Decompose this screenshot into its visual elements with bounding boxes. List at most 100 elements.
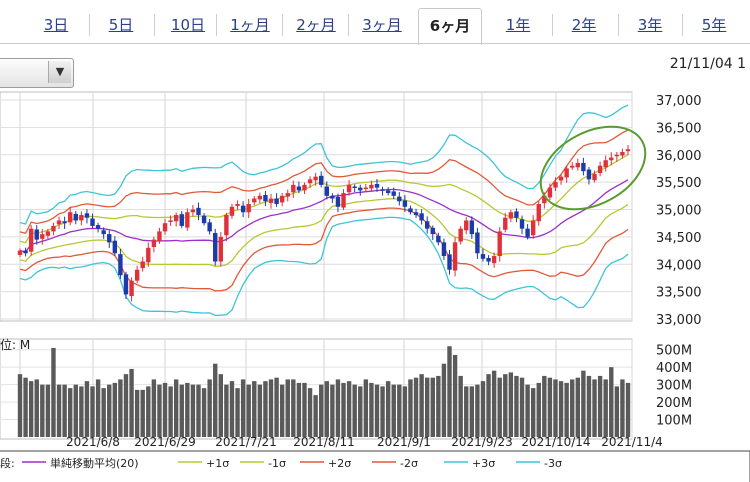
volume-bar xyxy=(620,379,625,437)
tab-separator xyxy=(89,14,90,36)
tab-separator xyxy=(154,14,155,36)
price-tick-label: 33,500 xyxy=(656,286,702,301)
volume-bar xyxy=(62,384,67,437)
candle-body xyxy=(73,213,78,221)
volume-bar xyxy=(558,381,564,437)
candle-body xyxy=(279,195,285,203)
price-tick-label: 36,000 xyxy=(656,149,702,164)
tab-3[interactable]: 10日 xyxy=(170,16,206,34)
volume-bar xyxy=(291,379,296,437)
candle-body xyxy=(519,219,525,229)
tab-separator xyxy=(682,14,683,36)
candle-body xyxy=(486,257,491,262)
tab-2[interactable]: 5日 xyxy=(108,16,134,34)
candle-body xyxy=(570,165,575,168)
volume-bar xyxy=(491,370,497,437)
candle-body xyxy=(23,250,28,254)
legend-prefix: 段: xyxy=(0,456,15,470)
tab-11[interactable]: 5年 xyxy=(701,16,727,34)
candle-body xyxy=(491,256,497,264)
candle-body xyxy=(34,229,39,240)
candle-body xyxy=(480,254,486,259)
candle-body xyxy=(146,247,151,263)
candle-body xyxy=(324,186,329,196)
volume-bar xyxy=(475,384,480,437)
volume-bar xyxy=(151,379,157,437)
candle-body xyxy=(118,254,123,276)
volume-bar xyxy=(324,381,329,437)
volume-bar xyxy=(369,382,374,437)
candle-body xyxy=(603,160,608,168)
volume-bar xyxy=(542,375,547,437)
candle-body xyxy=(224,214,229,236)
volume-bar xyxy=(597,375,603,437)
candle-body xyxy=(564,168,569,178)
volume-bar xyxy=(385,381,391,437)
tab-7[interactable]: 6ヶ月 xyxy=(418,8,482,45)
candle-body xyxy=(503,217,508,230)
candle-body xyxy=(45,231,51,236)
tab-9[interactable]: 2年 xyxy=(571,16,597,34)
tab-separator xyxy=(216,14,217,36)
tab-10[interactable]: 3年 xyxy=(637,16,663,34)
candle-body xyxy=(123,274,129,295)
candle-body xyxy=(369,184,374,189)
candle-body xyxy=(179,214,184,226)
tab-6[interactable]: 3ヶ月 xyxy=(362,16,402,34)
volume-tick-label: 100M xyxy=(656,414,692,429)
volume-bar xyxy=(330,384,335,437)
volume-bar xyxy=(553,379,558,437)
candle-body xyxy=(581,162,586,172)
candle-body xyxy=(79,214,84,221)
candle-body xyxy=(620,152,625,156)
volume-bar xyxy=(229,381,235,437)
volume-bar xyxy=(168,386,173,437)
chart-datestamp: 21/11/04 1 xyxy=(669,56,746,72)
volume-bar xyxy=(374,384,380,437)
volume-bar xyxy=(101,388,106,437)
candle-body xyxy=(28,228,34,252)
x-axis-date-label: 2021/11/4 xyxy=(601,435,663,449)
candle-body xyxy=(40,234,45,239)
candle-body xyxy=(274,198,279,205)
volume-bar xyxy=(464,386,469,437)
candle-body xyxy=(346,184,352,193)
volume-bar xyxy=(213,363,218,437)
price-tick-label: 34,500 xyxy=(656,231,702,246)
volume-bar xyxy=(146,386,151,437)
candle-body xyxy=(229,206,235,216)
volume-bar xyxy=(23,377,28,437)
volume-bar xyxy=(469,386,475,437)
price-tick-label: 35,000 xyxy=(656,204,702,219)
candle-body xyxy=(525,228,530,237)
candle-body xyxy=(614,154,620,157)
candle-body xyxy=(335,196,341,207)
volume-bar xyxy=(603,379,608,437)
tab-1[interactable]: 3日 xyxy=(43,16,69,34)
candle-body xyxy=(575,162,580,168)
candle-body xyxy=(207,222,212,232)
candle-body xyxy=(542,195,547,204)
volume-bar xyxy=(413,377,419,437)
tab-8[interactable]: 1年 xyxy=(505,16,531,34)
candle-body xyxy=(497,231,502,257)
x-axis-date-label: 2021/10/14 xyxy=(521,435,590,449)
volume-bar xyxy=(307,388,313,437)
volume-bar xyxy=(296,382,302,437)
volume-bar xyxy=(363,379,369,437)
volume-bar xyxy=(95,379,101,437)
candle-body xyxy=(201,215,207,224)
volume-bar xyxy=(279,384,285,437)
legend-label: -3σ xyxy=(544,457,562,470)
candle-body xyxy=(419,213,424,221)
candle-body xyxy=(363,187,369,190)
candle-body xyxy=(597,165,603,174)
candle-body xyxy=(62,221,67,224)
tab-5[interactable]: 2ヶ月 xyxy=(296,16,336,34)
candle-body xyxy=(285,193,290,197)
indicator-dropdown[interactable]: ▼ xyxy=(0,58,74,88)
volume-bar xyxy=(218,374,224,437)
triangle-down-icon[interactable]: ▼ xyxy=(48,61,71,83)
tab-4[interactable]: 1ヶ月 xyxy=(230,16,270,34)
